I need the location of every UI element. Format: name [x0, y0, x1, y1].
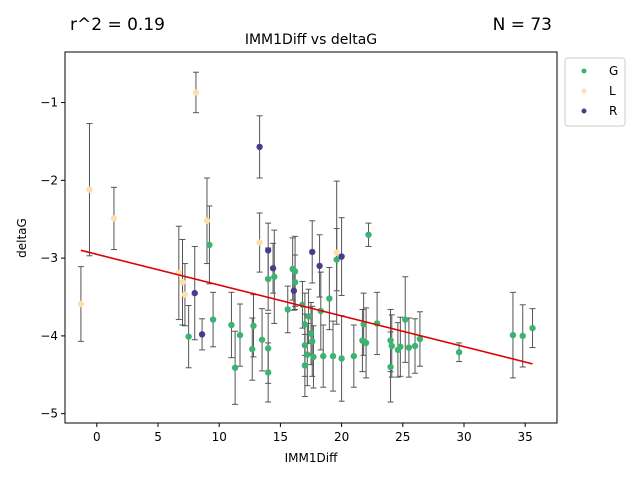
point-G [326, 295, 333, 302]
point-L [192, 89, 200, 96]
legend: GLR [564, 57, 626, 127]
legend-label-G: G [609, 64, 618, 78]
point-G [416, 335, 424, 343]
point-R [290, 287, 298, 294]
x-axis-label: IMM1Diff [285, 451, 338, 465]
point-G [271, 273, 278, 280]
x-tick-label: 10 [212, 430, 227, 444]
point-L [333, 249, 340, 256]
point-G [185, 333, 192, 340]
legend-label-L: L [609, 84, 616, 98]
point-G [310, 353, 317, 361]
sample-count-label: N = 73 [493, 15, 552, 35]
point-G [258, 336, 266, 343]
point-L [256, 239, 263, 246]
point-G [305, 313, 312, 320]
point-G [301, 362, 309, 369]
fit-line [80, 249, 533, 365]
point-G [402, 316, 409, 323]
point-R [264, 247, 272, 254]
point-G [249, 345, 256, 353]
point-G [284, 306, 291, 313]
x-axis-ticks: 0 5 10 15 20 25 30 35 [93, 423, 533, 444]
point-G [405, 344, 413, 351]
x-tick-label: 15 [273, 430, 288, 444]
point-G [455, 349, 463, 356]
point-G [304, 351, 311, 358]
point-G [209, 316, 217, 323]
point-G [529, 324, 536, 332]
point-L [77, 300, 85, 308]
legend-marker-L [581, 88, 587, 94]
point-G [333, 256, 340, 263]
point-G [411, 342, 419, 350]
point-G [362, 339, 370, 347]
point-G [320, 352, 327, 360]
point-G [228, 321, 235, 329]
x-tick-label: 25 [395, 430, 410, 444]
y-tick-label: −1 [40, 96, 58, 110]
point-L [110, 215, 118, 222]
point-G [264, 345, 272, 352]
point-L [179, 279, 186, 286]
point-R [256, 143, 263, 151]
x-tick-label: 30 [456, 430, 471, 444]
point-G [301, 321, 309, 328]
legend-marker-G [581, 68, 587, 74]
y-tick-label: −2 [40, 173, 58, 187]
point-G [519, 332, 526, 340]
point-R [316, 262, 323, 270]
point-L [181, 291, 189, 298]
y-tick-label: −3 [40, 251, 58, 265]
point-G [365, 231, 372, 238]
r-squared-label: r^2 = 0.19 [70, 15, 165, 35]
y-axis-ticks: −1 −2 −3 −4 −5 [40, 96, 65, 421]
point-R [269, 265, 277, 272]
x-tick-label: 20 [334, 430, 349, 444]
point-G [307, 330, 315, 337]
point-G [338, 355, 345, 362]
point-G [509, 331, 517, 339]
legend-label-R: R [609, 104, 617, 118]
point-G [264, 369, 272, 376]
x-tick-label: 35 [518, 430, 533, 444]
point-G [387, 337, 394, 344]
point-L [203, 217, 211, 224]
point-R [338, 253, 345, 260]
fit-line-group [80, 249, 533, 365]
point-G [387, 363, 394, 371]
x-tick-label: 5 [154, 430, 162, 444]
point-G [231, 364, 239, 371]
point-G [397, 343, 404, 350]
y-tick-label: −5 [40, 407, 58, 421]
point-G [264, 275, 272, 283]
point-G [301, 342, 309, 349]
point-G [291, 279, 299, 286]
point-G [250, 322, 257, 329]
point-G [388, 342, 395, 350]
point-G [206, 241, 213, 249]
point-R [191, 289, 198, 297]
legend-marker-R [581, 108, 587, 114]
point-R [198, 331, 206, 338]
y-tick-label: −4 [40, 329, 58, 343]
legend-frame [564, 57, 626, 127]
point-G [329, 352, 337, 360]
point-G [350, 352, 358, 360]
data-points [77, 89, 536, 376]
chart-title: IMM1Diff vs deltaG [245, 32, 377, 48]
point-G [291, 268, 299, 275]
y-axis-label: deltaG [15, 218, 29, 258]
point-G [236, 331, 244, 339]
point-R [309, 248, 316, 256]
point-L [86, 186, 93, 193]
x-tick-label: 0 [93, 430, 101, 444]
plot-frame [64, 51, 558, 424]
point-G [309, 338, 316, 345]
